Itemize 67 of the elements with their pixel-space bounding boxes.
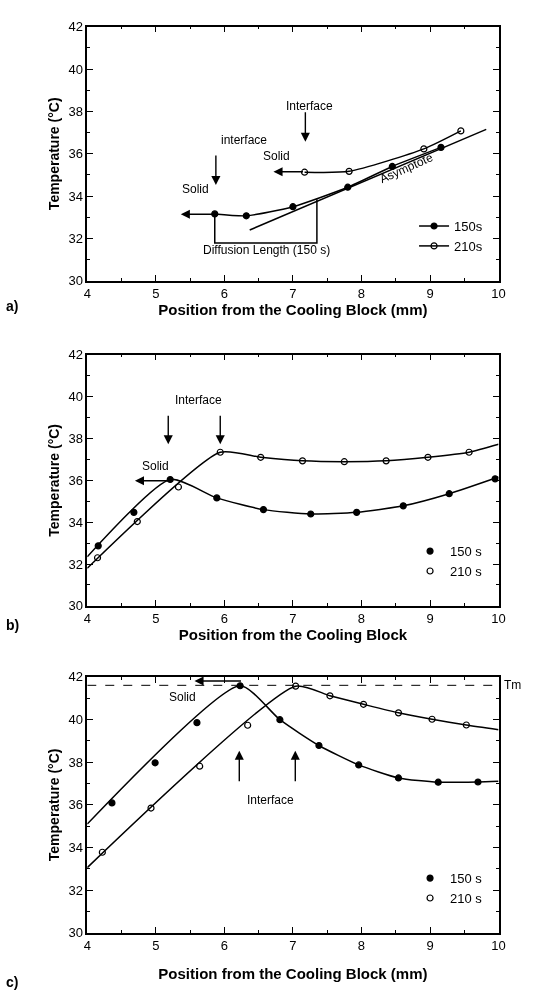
x-axis-title: Position from the Cooling Block (mm) xyxy=(158,964,428,982)
x-tick-label: 5 xyxy=(152,938,160,954)
annotation: Solid xyxy=(169,690,196,704)
annotation: interface xyxy=(221,133,268,147)
x-tick-label: 10 xyxy=(491,286,506,302)
y-tick-label: 30 xyxy=(68,598,83,614)
y-tick-label: 38 xyxy=(68,754,83,770)
x-tick-label: 9 xyxy=(426,938,434,954)
x-tick-label: 9 xyxy=(426,611,434,627)
x-tick-label: 6 xyxy=(220,611,228,627)
y-tick-label: 30 xyxy=(68,925,83,941)
annotation: Interface xyxy=(175,393,223,407)
x-tick-label: 5 xyxy=(152,611,160,627)
y-tick-label: 40 xyxy=(68,712,83,728)
x-axis-title: Position from the Cooling Block xyxy=(178,626,408,644)
legend-label: 210 s xyxy=(450,891,483,907)
y-tick-label: 36 xyxy=(68,797,83,813)
x-tick-label: 8 xyxy=(357,611,366,627)
x-tick-label: 10 xyxy=(491,938,506,954)
x-tick-label: 7 xyxy=(289,286,297,302)
x-tick-label: 6 xyxy=(220,286,228,302)
legend-label: 150s xyxy=(454,219,483,235)
y-tick-label: 32 xyxy=(68,231,83,246)
y-tick-label: 42 xyxy=(68,347,83,363)
legend-label: 210s xyxy=(454,238,483,254)
y-axis-title: Temperature (°C) xyxy=(45,748,62,862)
x-tick-label: 4 xyxy=(83,938,91,954)
y-tick-label: 40 xyxy=(68,389,83,405)
y-tick-label: 40 xyxy=(68,61,83,77)
legend-label: 150 s xyxy=(450,544,483,560)
text: b) xyxy=(6,617,20,633)
y-tick-label: 32 xyxy=(68,882,83,898)
x-tick-label: 4 xyxy=(83,611,91,627)
y-tick-label: 36 xyxy=(68,146,83,162)
annotation: Interface xyxy=(247,793,295,807)
annotation: Interface xyxy=(286,99,334,113)
y-tick-label: 42 xyxy=(68,19,83,35)
x-tick-label: 6 xyxy=(220,938,228,954)
y-axis-title: Temperature (°C) xyxy=(45,97,62,211)
text: a) xyxy=(6,298,19,314)
y-tick-label: 36 xyxy=(68,472,83,488)
text: c) xyxy=(6,974,19,990)
y-tick-label: 34 xyxy=(68,514,83,530)
x-tick-label: 10 xyxy=(491,611,506,627)
annotation: Solid xyxy=(182,182,209,196)
x-tick-label: 8 xyxy=(357,938,366,954)
y-axis-title: Temperature (°C) xyxy=(45,423,62,537)
annotation: Diffusion Length (150 s) xyxy=(203,243,331,257)
y-tick-label: 34 xyxy=(68,188,83,204)
legend-label: 150 s xyxy=(450,871,483,887)
x-tick-label: 9 xyxy=(426,286,434,302)
x-tick-label: 4 xyxy=(83,286,91,302)
y-tick-label: 34 xyxy=(68,840,83,856)
y-tick-label: 32 xyxy=(68,556,83,572)
ref-line-label: Tm xyxy=(504,678,522,692)
y-tick-label: 38 xyxy=(68,431,83,446)
legend-label: 210 s xyxy=(450,564,483,580)
y-tick-label: 42 xyxy=(68,669,83,685)
x-tick-label: 7 xyxy=(289,611,297,627)
x-tick-label: 5 xyxy=(152,286,160,302)
annotation: Solid xyxy=(142,459,169,473)
annotation: Solid xyxy=(263,149,290,163)
y-tick-label: 38 xyxy=(68,103,83,119)
x-tick-label: 7 xyxy=(289,938,297,954)
x-axis-title: Position from the Cooling Block (mm) xyxy=(158,301,428,319)
y-tick-label: 30 xyxy=(68,273,83,289)
x-tick-label: 8 xyxy=(357,286,366,302)
